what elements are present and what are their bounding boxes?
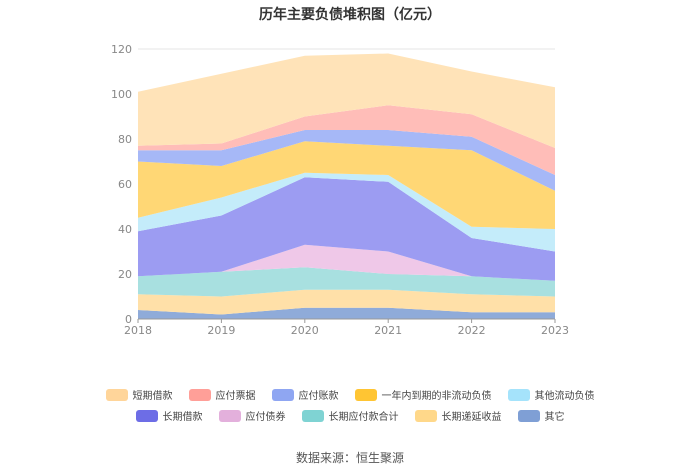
- y-tick-label: 40: [118, 223, 132, 236]
- legend-item[interactable]: 一年内到期的非流动负债: [354, 387, 492, 402]
- area-series-3: [138, 244, 555, 281]
- legend-label: 长期借款: [162, 412, 203, 423]
- legend-swatch: [414, 409, 437, 422]
- x-tick-label: 2023: [541, 324, 569, 337]
- legend-label: 其他流动负债: [534, 391, 595, 402]
- x-tick-label: 2021: [374, 324, 402, 337]
- legend-row: 长期借款 应付债券 长期应付款合计 长期递延收益 其它: [0, 408, 700, 423]
- y-tick-label: 100: [111, 88, 132, 101]
- chart-legend: 短期借款 应付票据 应付账款 一年内到期的非流动负债 其他流动负债长期借款 应付债券 长期应…: [0, 387, 700, 429]
- legend-row: 短期借款 应付票据 应付账款 一年内到期的非流动负债 其他流动负债: [0, 387, 700, 402]
- x-tick-label: 2018: [124, 324, 152, 337]
- area-series-8: [138, 105, 555, 175]
- legend-label: 长期递延收益: [441, 412, 502, 423]
- legend-item[interactable]: 应付票据: [188, 387, 256, 402]
- area-series-0: [138, 307, 555, 319]
- legend-swatch: [271, 388, 294, 401]
- x-tick-label: 2020: [291, 324, 319, 337]
- area-series-5: [138, 172, 555, 252]
- y-tick-label: 120: [111, 43, 132, 56]
- legend-item[interactable]: 长期递延收益: [414, 408, 502, 423]
- legend-label: 长期应付款合计: [328, 412, 399, 423]
- legend-label: 一年内到期的非流动负债: [381, 391, 492, 402]
- legend-swatch: [507, 388, 530, 401]
- area-series-7: [138, 130, 555, 191]
- legend-label: 短期借款: [132, 391, 173, 402]
- legend-swatch: [188, 388, 211, 401]
- legend-item[interactable]: 长期借款: [135, 408, 203, 423]
- area-series-9: [138, 53, 555, 148]
- legend-item[interactable]: 其它: [517, 408, 565, 423]
- legend-swatch: [135, 409, 158, 422]
- legend-item[interactable]: 应付债券: [218, 408, 286, 423]
- area-series-4: [138, 177, 555, 281]
- x-tick-label: 2019: [207, 324, 235, 337]
- legend-swatch: [354, 388, 377, 401]
- legend-swatch: [105, 388, 128, 401]
- y-tick-label: 80: [118, 133, 132, 146]
- legend-label: 其它: [544, 412, 565, 423]
- stacked-area-chart: 0 20 40 60 80 100 120 2018 2019 2020 2021 2022 2023: [111, 43, 569, 337]
- area-series-2: [138, 267, 555, 297]
- legend-item[interactable]: 其他流动负债: [507, 387, 595, 402]
- y-tick-label: 60: [118, 178, 132, 191]
- x-tick-label: 2022: [458, 324, 486, 337]
- area-series-1: [138, 289, 555, 315]
- legend-swatch: [301, 409, 324, 422]
- legend-swatch: [218, 409, 241, 422]
- data-source-note: 数据来源：恒生聚源: [295, 451, 404, 465]
- legend-item[interactable]: 应付账款: [271, 387, 339, 402]
- legend-label: 应付账款: [298, 391, 339, 402]
- legend-label: 应付票据: [215, 391, 256, 402]
- legend-item[interactable]: 长期应付款合计: [301, 408, 399, 423]
- y-tick-label: 20: [118, 268, 132, 281]
- legend-item[interactable]: 短期借款: [105, 387, 173, 402]
- area-series-6: [138, 141, 555, 229]
- chart-title: 历年主要负债堆积图（亿元）: [259, 7, 441, 23]
- y-tick-label: 0: [125, 313, 132, 326]
- legend-swatch: [517, 409, 540, 422]
- legend-label: 应付债券: [245, 412, 286, 423]
